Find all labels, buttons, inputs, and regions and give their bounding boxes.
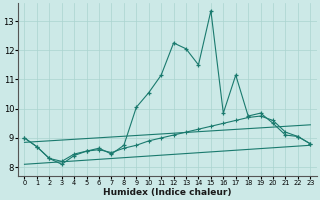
X-axis label: Humidex (Indice chaleur): Humidex (Indice chaleur) <box>103 188 232 197</box>
